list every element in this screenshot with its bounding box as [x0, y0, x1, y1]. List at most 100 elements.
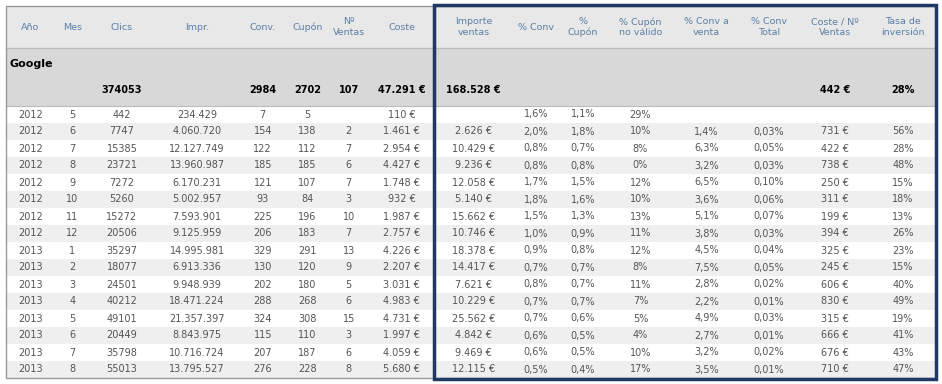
- Text: 288: 288: [253, 296, 272, 306]
- Text: 10.746 €: 10.746 €: [452, 228, 495, 238]
- Text: 13%: 13%: [892, 212, 914, 222]
- Text: 0,8%: 0,8%: [571, 161, 595, 170]
- Text: 830 €: 830 €: [820, 296, 849, 306]
- Text: 1,5%: 1,5%: [524, 212, 548, 222]
- Text: 5.680 €: 5.680 €: [383, 364, 420, 374]
- Text: 18.471.224: 18.471.224: [170, 296, 225, 306]
- Text: 5.140 €: 5.140 €: [455, 195, 492, 205]
- Text: 18%: 18%: [892, 195, 914, 205]
- Bar: [6, 191, 936, 208]
- Text: 10.716.724: 10.716.724: [170, 348, 225, 358]
- Text: 0,01%: 0,01%: [754, 331, 785, 341]
- Bar: [6, 48, 936, 106]
- Text: 10: 10: [343, 212, 355, 222]
- Text: 0,7%: 0,7%: [524, 263, 548, 273]
- Text: 0,03%: 0,03%: [754, 161, 785, 170]
- Text: 0,03%: 0,03%: [754, 228, 785, 238]
- Text: 4,5%: 4,5%: [694, 245, 719, 255]
- Text: 10%: 10%: [630, 126, 651, 136]
- Text: 115: 115: [253, 331, 272, 341]
- Text: 1.987 €: 1.987 €: [383, 212, 420, 222]
- Text: 11: 11: [66, 212, 78, 222]
- Bar: [6, 106, 936, 123]
- Text: 23%: 23%: [892, 245, 914, 255]
- Text: 0,01%: 0,01%: [754, 296, 785, 306]
- Text: 2.207 €: 2.207 €: [383, 263, 420, 273]
- Text: 5: 5: [69, 313, 75, 323]
- Text: Cupón: Cupón: [292, 22, 322, 32]
- Text: 1,5%: 1,5%: [571, 177, 595, 187]
- Text: 6: 6: [69, 126, 75, 136]
- Text: 225: 225: [253, 212, 272, 222]
- Text: 0,04%: 0,04%: [754, 245, 785, 255]
- Text: 4: 4: [69, 296, 75, 306]
- Text: 0,8%: 0,8%: [524, 280, 548, 290]
- Text: 2702: 2702: [294, 85, 321, 95]
- Text: % Conv: % Conv: [518, 23, 554, 31]
- Text: 0,7%: 0,7%: [524, 296, 548, 306]
- Text: 7: 7: [260, 109, 266, 119]
- Text: 7: 7: [346, 144, 351, 154]
- Bar: [6, 140, 936, 157]
- Text: 731 €: 731 €: [820, 126, 849, 136]
- Text: Nº
Ventas: Nº Ventas: [333, 17, 365, 37]
- Text: 18077: 18077: [106, 263, 138, 273]
- Text: 2012: 2012: [18, 177, 42, 187]
- Text: % Conv a
venta: % Conv a venta: [684, 17, 729, 37]
- Text: 47.291 €: 47.291 €: [378, 85, 426, 95]
- Text: 606 €: 606 €: [820, 280, 849, 290]
- Text: 1,6%: 1,6%: [571, 195, 595, 205]
- Text: 5260: 5260: [109, 195, 135, 205]
- Text: 84: 84: [301, 195, 314, 205]
- Text: 6.170.231: 6.170.231: [172, 177, 221, 187]
- Text: 11%: 11%: [630, 280, 651, 290]
- Text: 2.757 €: 2.757 €: [383, 228, 420, 238]
- Text: 676 €: 676 €: [820, 348, 849, 358]
- Text: 41%: 41%: [892, 331, 914, 341]
- Text: 4.060.720: 4.060.720: [172, 126, 221, 136]
- Text: 2012: 2012: [18, 228, 42, 238]
- Text: 6: 6: [346, 348, 351, 358]
- Text: 14.995.981: 14.995.981: [170, 245, 224, 255]
- Text: 185: 185: [298, 161, 317, 170]
- Bar: [6, 6, 936, 48]
- Text: 28%: 28%: [891, 85, 915, 95]
- Text: 0,7%: 0,7%: [571, 280, 595, 290]
- Text: 9: 9: [346, 263, 351, 273]
- Text: 7747: 7747: [109, 126, 135, 136]
- Text: 0,07%: 0,07%: [754, 212, 785, 222]
- Text: 13%: 13%: [630, 212, 651, 222]
- Text: 8%: 8%: [633, 144, 648, 154]
- Text: Tasa de
inversión: Tasa de inversión: [881, 17, 925, 37]
- Text: 199 €: 199 €: [820, 212, 849, 222]
- Text: 138: 138: [298, 126, 317, 136]
- Text: 2: 2: [69, 263, 75, 273]
- Bar: [6, 225, 936, 242]
- Bar: [6, 361, 936, 378]
- Text: 0,02%: 0,02%: [754, 348, 785, 358]
- Text: % Cupón
no válido: % Cupón no válido: [619, 17, 662, 37]
- Text: 154: 154: [253, 126, 272, 136]
- Text: 4%: 4%: [633, 331, 648, 341]
- Text: 23721: 23721: [106, 161, 138, 170]
- Text: 0,7%: 0,7%: [571, 296, 595, 306]
- Text: 19%: 19%: [892, 313, 914, 323]
- Text: 49%: 49%: [892, 296, 914, 306]
- Text: 315 €: 315 €: [820, 313, 849, 323]
- Text: %
Cupón: % Cupón: [568, 17, 598, 37]
- Text: 7: 7: [69, 144, 75, 154]
- Text: Conv.: Conv.: [250, 23, 276, 31]
- Text: 6: 6: [69, 331, 75, 341]
- Text: 10.429 €: 10.429 €: [452, 144, 495, 154]
- Text: 120: 120: [298, 263, 317, 273]
- Text: 0,5%: 0,5%: [571, 348, 595, 358]
- Text: Mes: Mes: [63, 23, 82, 31]
- Text: 324: 324: [253, 313, 272, 323]
- Text: 35798: 35798: [106, 348, 138, 358]
- Bar: [6, 344, 936, 361]
- Text: Coste / Nº
Ventas: Coste / Nº Ventas: [811, 17, 859, 37]
- Text: 2.954 €: 2.954 €: [383, 144, 420, 154]
- Text: 9.948.939: 9.948.939: [172, 280, 221, 290]
- Text: Impr.: Impr.: [185, 23, 209, 31]
- Text: 187: 187: [298, 348, 317, 358]
